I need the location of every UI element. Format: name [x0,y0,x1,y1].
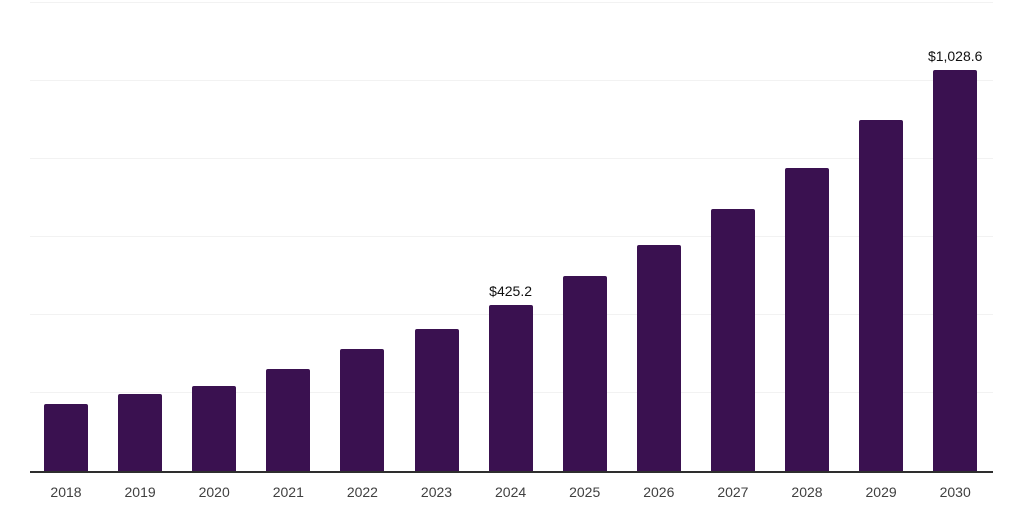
x-tick-label: 2020 [198,484,230,500]
x-tick-label: 2018 [50,484,82,500]
bar [488,305,533,471]
bar [562,276,607,471]
x-tick-label: 2028 [791,484,823,500]
x-tick-label: 2025 [569,484,601,500]
x-tick-label: 2023 [420,484,453,500]
x-tick-label: 2027 [717,484,749,500]
gridline [30,158,993,159]
x-tick-label: 2019 [124,484,156,500]
bar [192,385,237,471]
bar [859,120,904,471]
bar-value-label: $425.2 [489,283,532,300]
bar [933,69,978,471]
gridline [30,2,993,3]
x-tick-label: 2022 [346,484,378,500]
x-tick-label: 2021 [272,484,304,500]
bar-value-label: $1,028.6 [927,47,983,64]
bar [340,349,385,471]
bar [414,329,459,471]
gridline [30,80,993,81]
bar [266,368,311,471]
gridline [30,236,993,237]
x-tick-label: 2024 [495,484,527,500]
bar [785,167,829,471]
bar [44,403,88,471]
bar [636,245,681,471]
x-tick-label: 2030 [939,484,971,500]
x-tick-label: 2026 [643,484,675,500]
bar [710,208,755,471]
x-axis-line [30,471,993,473]
bar [118,394,163,471]
x-tick-label: 2029 [865,484,897,500]
